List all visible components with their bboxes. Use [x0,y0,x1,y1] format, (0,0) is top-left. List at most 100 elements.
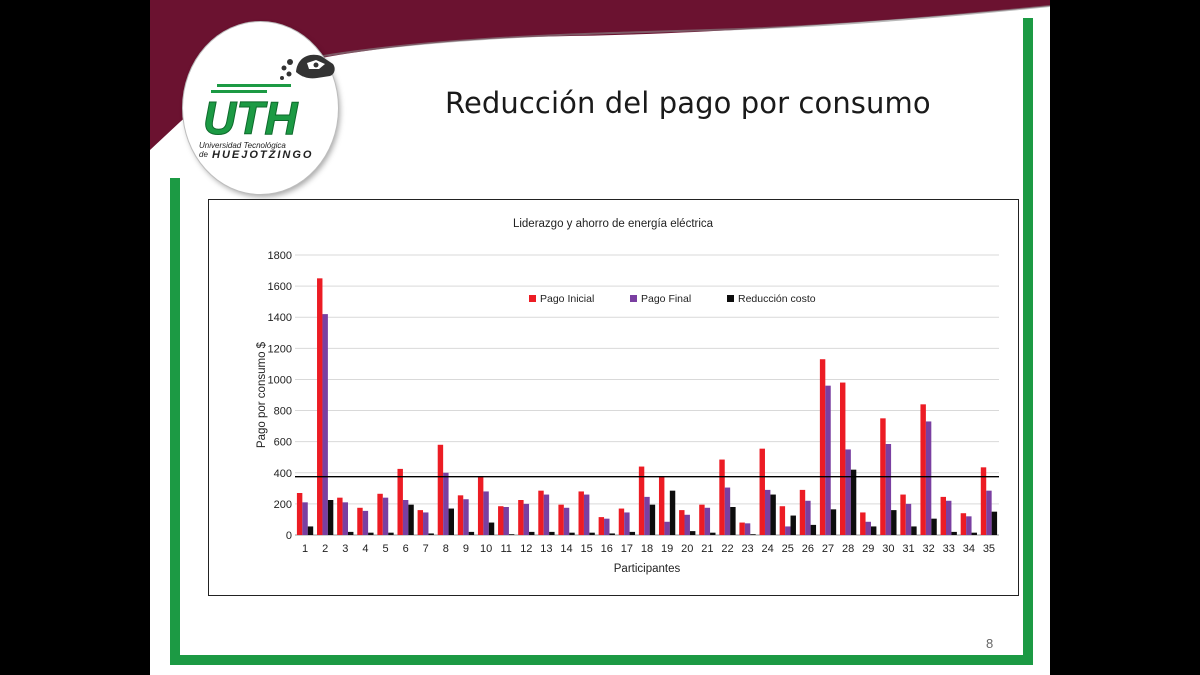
bar-pago-inicial [357,507,363,535]
x-tick-label: 35 [983,543,995,555]
bar-pago-inicial [437,444,444,535]
bar-pago-inicial [920,404,926,535]
bar-reducción-costo [589,532,595,535]
x-tick-label: 21 [701,543,713,555]
bar-pago-final [443,472,449,535]
bar-pago-final [644,496,650,535]
y-tick-label: 1000 [268,374,292,386]
y-tick-label: 400 [274,468,292,480]
bar-pago-final [684,514,690,535]
x-tick-label: 8 [443,543,449,555]
bar-reducción-costo [307,526,314,535]
bar-reducción-costo [629,531,636,535]
bar-pago-final [704,507,711,535]
legend-swatch [630,295,637,302]
x-tick-label: 25 [782,543,794,555]
bar-reducción-costo [408,504,414,535]
bar-pago-final [785,526,791,535]
bar-reducción-costo [710,532,716,535]
y-tick-label: 800 [274,406,292,418]
bar-pago-final [342,502,349,535]
bar-reducción-costo [549,531,555,535]
x-tick-label: 6 [403,543,409,555]
x-tick-label: 11 [500,543,511,555]
bar-reducción-costo [951,531,957,535]
bar-pago-inicial [457,495,464,535]
bar-pago-inicial [397,468,403,535]
legend-swatch [529,295,536,302]
bar-reducción-costo [689,531,696,535]
x-tick-label: 24 [762,543,774,555]
chart-container: 0 200 400 600 800 1000 1200 1400 1600 1800 1 2 3 4 5 6 7… [208,199,1019,596]
bar-pago-final [543,494,550,535]
green-frame-bottom [170,655,1033,665]
bar-pago-inicial [679,510,685,535]
bar-pago-final [885,444,892,535]
bar-pago-final [322,314,328,535]
bar-reducción-costo [609,533,615,535]
bar-reducción-costo [810,524,817,535]
bar-reducción-costo [428,533,434,535]
bar-pago-inicial [477,476,484,535]
x-axis-label: Participantes [614,563,681,575]
bar-pago-final [423,512,429,535]
y-tick-label: 0 [286,530,292,542]
bar-pago-inicial [377,493,383,535]
bar-pago-final [865,521,871,535]
bar-pago-inicial [759,448,765,535]
bar-pago-inicial [337,497,343,535]
logo-line2-prefix: de [199,150,208,159]
page-number: 8 [986,636,994,651]
x-tick-label: 28 [842,543,854,555]
x-tick-label: 31 [902,543,914,555]
x-tick-label: 19 [661,543,673,555]
legend-label: Pago Final [641,293,691,305]
y-tick-label: 1800 [268,250,292,262]
bar-pago-inicial [819,359,826,535]
bar-pago-inicial [417,510,424,535]
bar-reducción-costo [649,504,656,535]
bar-pago-final [945,500,952,535]
bar-pago-final [966,516,972,535]
x-tick-label: 20 [681,543,693,555]
bar-pago-final [523,503,530,535]
bar-pago-final [563,507,570,535]
green-frame-left [170,178,180,665]
logo-stripe [217,84,291,87]
x-tick-label: 34 [963,543,975,555]
x-tick-label: 2 [322,543,328,555]
legend-label: Reducción costo [738,293,816,305]
x-tick-label: 5 [382,543,388,555]
bar-pago-final [382,497,389,535]
bar-pago-inicial [558,504,564,535]
bar-reducción-costo [830,509,837,535]
x-tick-label: 32 [922,543,934,555]
bar-pago-inicial [839,382,846,535]
green-frame-right [1023,18,1033,665]
bar-pago-final [463,499,469,535]
bar-reducción-costo [669,490,676,535]
slide-title: Reducción del pago por consumo [445,86,931,120]
x-tick-label: 27 [822,543,834,555]
x-tick-label: 15 [581,543,593,555]
bar-pago-inicial [658,476,665,535]
bar-pago-final [764,489,771,535]
x-tick-label: 26 [802,543,814,555]
bar-reducción-costo [368,532,374,535]
bar-reducción-costo [348,531,354,535]
bar-reducción-costo [730,507,736,535]
x-tick-label: 12 [520,543,532,555]
header-swoosh-line [289,5,1050,63]
bar-reducción-costo [891,510,897,535]
bar-pago-inicial [960,513,967,535]
bar-pago-final [302,502,308,535]
chart-title: Liderazgo y ahorro de energía eléctrica [513,218,714,230]
x-tick-label: 17 [621,543,633,555]
bar-pago-final [825,385,831,535]
bar-pago-inicial [940,496,946,535]
bar-reducción-costo [931,518,937,535]
legend-label: Pago Inicial [540,293,594,305]
bar-pago-final [845,449,851,535]
bar-reducción-costo [529,531,535,535]
x-tick-label: 7 [423,543,429,555]
